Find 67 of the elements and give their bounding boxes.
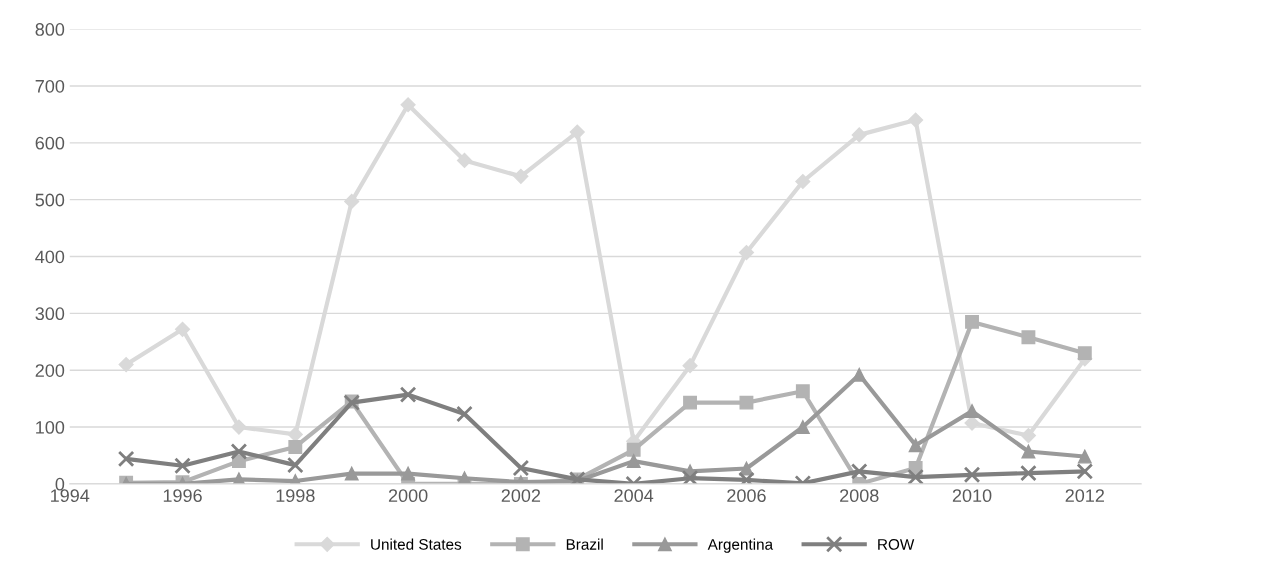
point	[626, 442, 641, 457]
x-tick-label: 2012	[1065, 489, 1104, 503]
legend-label: Argentina	[707, 538, 774, 553]
point	[344, 466, 359, 481]
point	[1077, 346, 1092, 361]
y-tick-label: 0	[55, 477, 65, 491]
point	[1076, 463, 1094, 480]
point	[852, 367, 867, 382]
point	[117, 450, 135, 468]
point	[681, 469, 699, 484]
point	[907, 468, 924, 484]
point	[738, 244, 755, 261]
point	[682, 358, 698, 374]
point	[739, 395, 754, 410]
point	[231, 419, 247, 435]
point	[795, 420, 810, 434]
point	[513, 168, 529, 184]
x-tick-label: 2002	[501, 489, 541, 503]
y-tick-label: 600	[35, 136, 65, 150]
point	[118, 356, 134, 373]
point	[288, 439, 303, 454]
x-tick-label: 2000	[388, 489, 428, 503]
point	[1077, 449, 1092, 464]
point	[683, 395, 698, 410]
y-tick-label: 500	[35, 193, 65, 207]
y-tick-label: 400	[35, 250, 65, 264]
x-tick-label: 1998	[276, 489, 315, 503]
x-tick-label: 2004	[614, 489, 654, 503]
y-tick-label: 100	[36, 420, 65, 434]
x-tick-label: 1996	[163, 489, 202, 503]
point	[1020, 428, 1036, 444]
legend-label: Brazil	[566, 538, 603, 550]
x-tick-label: 2008	[840, 489, 879, 503]
point	[286, 456, 304, 474]
y-tick-label: 300	[35, 307, 65, 321]
point	[400, 97, 416, 113]
y-tick-label: 800	[35, 23, 65, 36]
point	[626, 454, 641, 469]
point	[795, 384, 810, 399]
point	[230, 443, 248, 460]
y-tick-label: 200	[35, 364, 65, 377]
point	[795, 173, 811, 190]
point	[850, 463, 868, 480]
point	[344, 193, 360, 209]
x-tick-label: 2010	[952, 489, 992, 503]
point	[569, 124, 585, 140]
point	[401, 466, 416, 481]
point	[399, 386, 417, 403]
legend-label: United States	[371, 538, 462, 550]
point	[908, 438, 923, 453]
point	[965, 314, 979, 329]
point	[456, 152, 473, 169]
point	[1021, 330, 1036, 345]
legend-label: ROW	[878, 538, 915, 550]
point	[512, 459, 530, 477]
point	[174, 457, 191, 475]
point	[963, 466, 981, 484]
point	[908, 112, 924, 128]
x-tick-label: 1994	[51, 489, 90, 503]
point	[851, 127, 867, 143]
y-tick-label: 700	[35, 79, 65, 93]
point	[965, 404, 979, 419]
point	[1021, 444, 1036, 459]
point	[456, 405, 473, 423]
point	[1020, 464, 1037, 482]
point	[174, 321, 191, 337]
x-tick-label: 2006	[727, 489, 766, 503]
